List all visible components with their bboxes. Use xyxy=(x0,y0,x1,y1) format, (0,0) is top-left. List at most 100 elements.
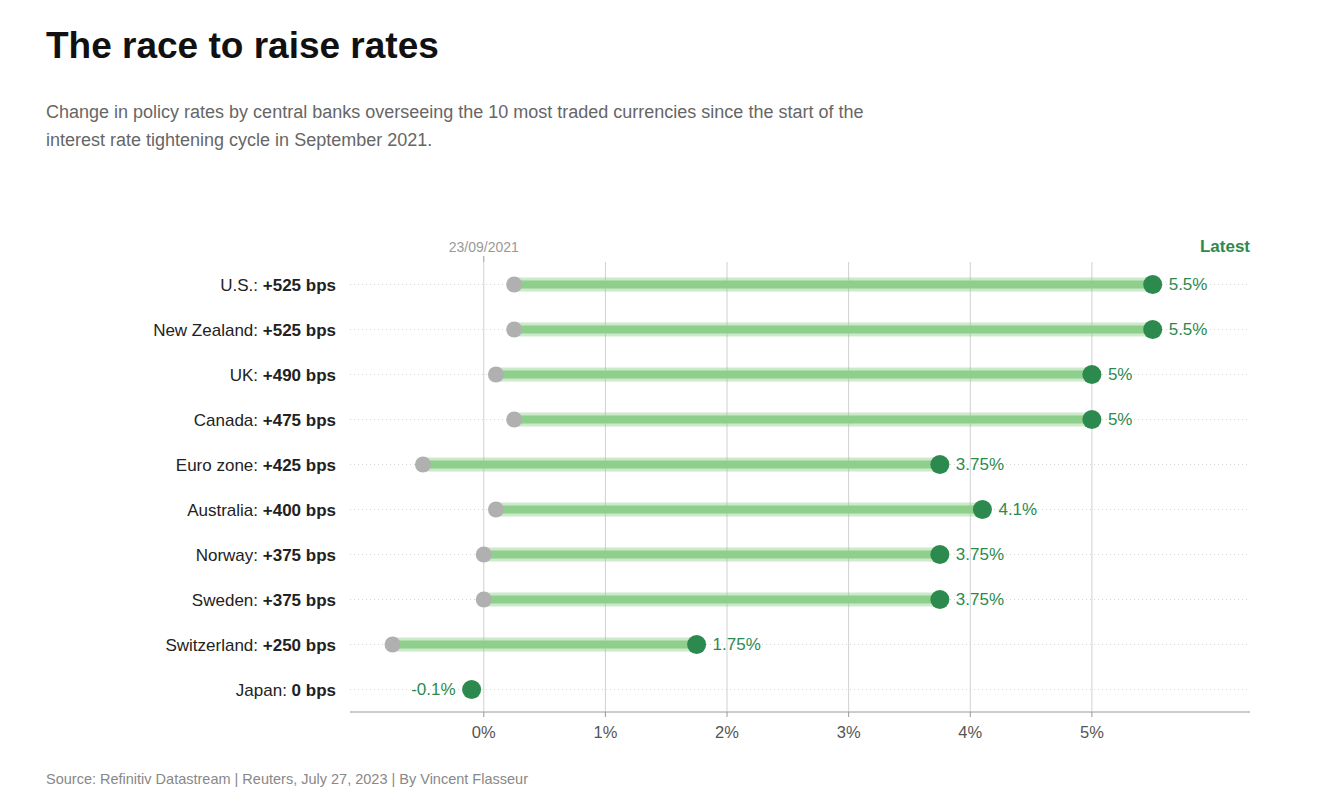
range-bar xyxy=(514,281,1153,289)
category-label: New Zealand: +525 bps xyxy=(153,320,336,339)
end-dot xyxy=(1082,410,1101,429)
tick-label: 1% xyxy=(593,723,617,741)
category-name: UK xyxy=(230,365,254,384)
category-label: UK: +490 bps xyxy=(230,365,336,384)
range-bar-outer xyxy=(484,593,940,607)
end-dot xyxy=(930,590,949,609)
start-dot xyxy=(476,592,492,608)
labels: 5.5%5.5%5%5%3.75%4.1%3.75%3.75%1.75%-0.1… xyxy=(411,275,1207,699)
range-bar xyxy=(514,326,1153,334)
category-label: Japan: 0 bps xyxy=(236,680,336,699)
category-name: Switzerland xyxy=(165,635,253,654)
tick-mark xyxy=(483,712,484,717)
data-label: 3.75% xyxy=(956,545,1004,564)
end-dot xyxy=(687,635,706,654)
end-dot xyxy=(1143,320,1162,339)
series-label: 23/09/2021 xyxy=(449,239,519,255)
separator: : xyxy=(253,635,262,654)
tick-mark xyxy=(970,712,971,717)
change-label: 0 bps xyxy=(292,680,336,699)
tick-mark xyxy=(1091,712,1092,717)
category-label: Euro zone: +425 bps xyxy=(176,455,336,474)
tick-label: 5% xyxy=(1080,723,1104,741)
start-dot xyxy=(476,547,492,563)
change-label: +525 bps xyxy=(263,275,336,294)
category-label: Canada: +475 bps xyxy=(194,410,336,429)
data-label: 5.5% xyxy=(1169,320,1208,339)
start-dot xyxy=(488,367,504,383)
range-bar xyxy=(423,461,940,469)
change-label: +425 bps xyxy=(263,455,336,474)
category-label: Switzerland: +250 bps xyxy=(165,635,336,654)
separator: : xyxy=(253,320,262,339)
source: Source: Refinitiv Datastream | Reuters, … xyxy=(46,771,528,787)
range-bar xyxy=(393,641,697,649)
category-label: U.S.: +525 bps xyxy=(220,275,336,294)
tick-mark xyxy=(848,712,849,717)
category-name: Norway xyxy=(196,545,254,564)
data-label: -0.1% xyxy=(411,680,455,699)
category-name: Canada xyxy=(194,410,254,429)
subtitle-line: Change in policy rates by central banks … xyxy=(46,102,863,122)
subtitle: Change in policy rates by central banks … xyxy=(46,102,863,150)
start-dot xyxy=(415,457,431,473)
data-label: 5.5% xyxy=(1169,275,1208,294)
change-label: +475 bps xyxy=(263,410,336,429)
range-bar-outer xyxy=(423,458,940,472)
tick-label: 4% xyxy=(958,723,982,741)
start-dot xyxy=(506,277,522,293)
category-name: Euro zone xyxy=(176,455,254,474)
separator: : xyxy=(253,410,262,429)
data-label: 5% xyxy=(1108,365,1133,384)
tick-label: 0% xyxy=(472,723,496,741)
end-dot xyxy=(462,680,481,699)
row-guide xyxy=(350,689,1250,690)
end-dot xyxy=(930,455,949,474)
range-bar-outer xyxy=(393,638,697,652)
category-name: Sweden xyxy=(192,590,253,609)
data-label: 4.1% xyxy=(998,500,1037,519)
start-dot xyxy=(506,322,522,338)
range-bar xyxy=(496,506,982,514)
title: The race to raise rates xyxy=(46,25,439,66)
range-bar xyxy=(514,416,1092,424)
tick-mark xyxy=(727,712,728,717)
change-label: +525 bps xyxy=(263,320,336,339)
end-dot xyxy=(930,545,949,564)
change-label: +400 bps xyxy=(263,500,336,519)
change-label: +250 bps xyxy=(263,635,336,654)
start-dot xyxy=(385,637,401,653)
range-bar-outer xyxy=(514,413,1092,427)
data-label: 5% xyxy=(1108,410,1133,429)
chart: The race to raise rates Change in policy … xyxy=(0,0,1320,802)
tick-label: 2% xyxy=(715,723,739,741)
separator: : xyxy=(253,590,262,609)
separator: : xyxy=(282,680,291,699)
separator: : xyxy=(253,275,262,294)
range-bar-outer xyxy=(514,278,1153,292)
x-axis-line xyxy=(350,712,1250,713)
category-name: Australia xyxy=(187,500,254,519)
start-dot xyxy=(488,502,504,518)
end-dot xyxy=(1143,275,1162,294)
change-label: +375 bps xyxy=(263,545,336,564)
end-dot xyxy=(973,500,992,519)
category-name: Japan xyxy=(236,680,282,699)
range-bar xyxy=(484,551,940,559)
data-label: 1.75% xyxy=(713,635,761,654)
range-bar-outer xyxy=(484,548,940,562)
tick-mark xyxy=(605,712,606,717)
category-label: Norway: +375 bps xyxy=(196,545,336,564)
start-dot xyxy=(506,412,522,428)
subtitle-line: interest rate tightening cycle in Septem… xyxy=(46,130,432,150)
separator: : xyxy=(253,500,262,519)
series-label: Latest xyxy=(1200,237,1250,256)
category-name: U.S. xyxy=(220,275,253,294)
tick-label: 3% xyxy=(837,723,861,741)
end-dot xyxy=(1082,365,1101,384)
separator: : xyxy=(253,365,262,384)
category-label: Sweden: +375 bps xyxy=(192,590,336,609)
date-tick xyxy=(483,256,484,262)
category-label: Australia: +400 bps xyxy=(187,500,336,519)
change-label: +490 bps xyxy=(263,365,336,384)
